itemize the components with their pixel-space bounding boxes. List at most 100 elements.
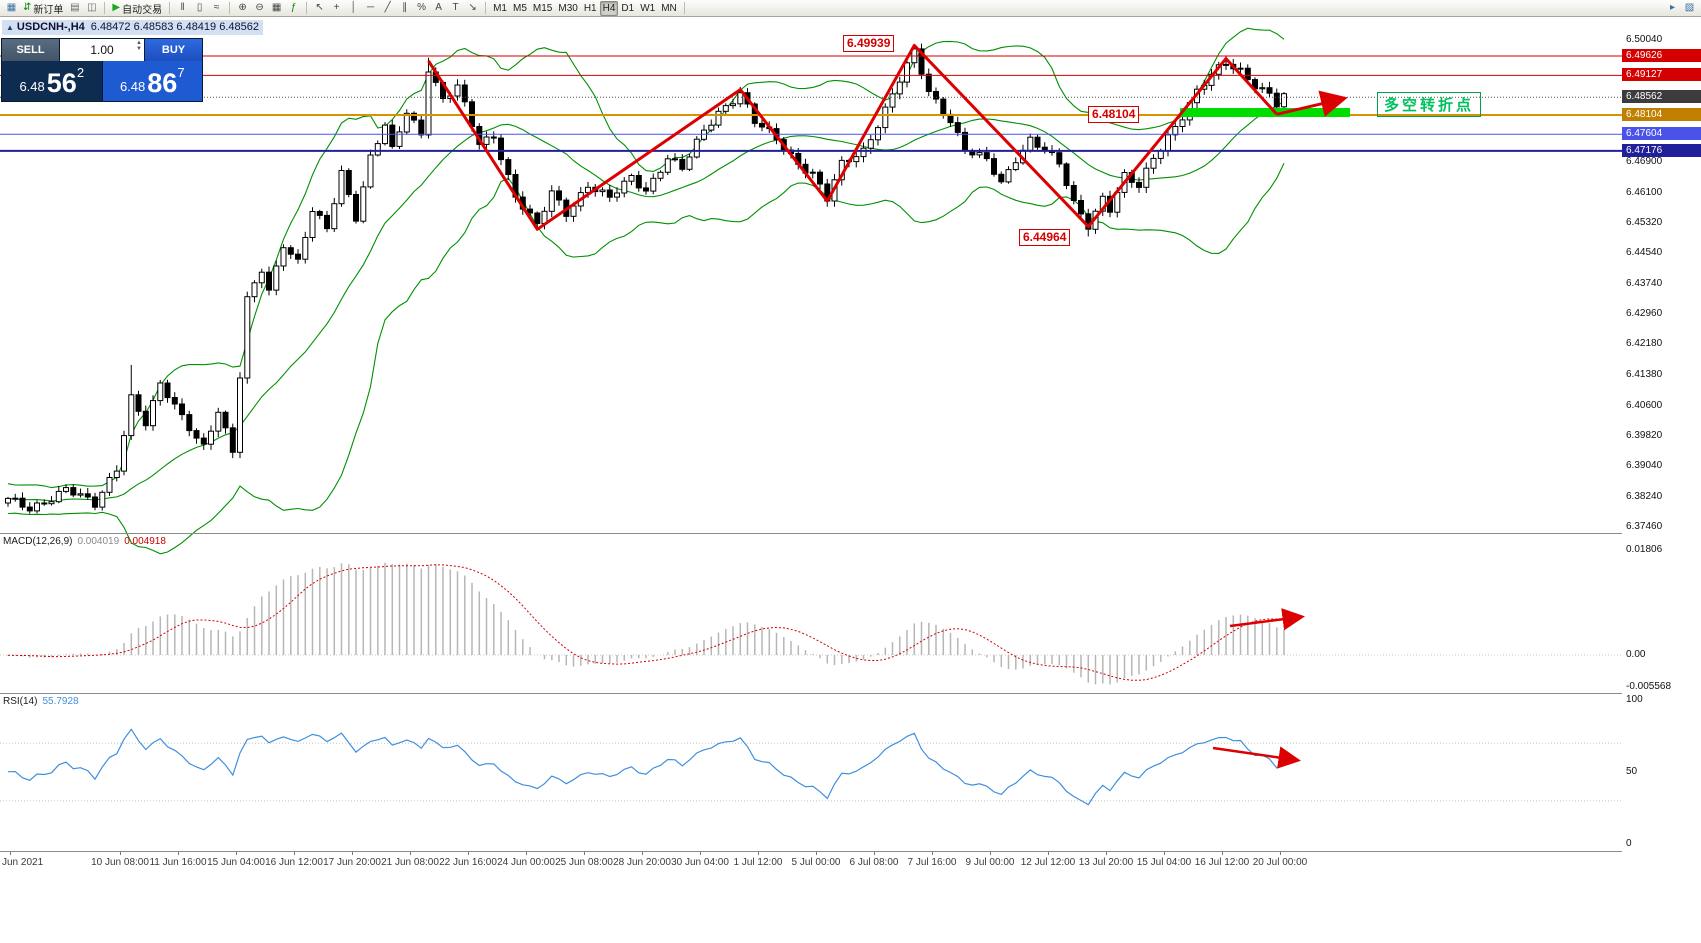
toolbar-group-chart-type: ‖ ▯ ≈ (174, 1, 225, 16)
profiles-button[interactable]: ▤ (66, 1, 83, 16)
horizontal-line-icon-glyph: ─ (367, 2, 375, 13)
tf-d1[interactable]: D1 (618, 1, 637, 16)
time-axis[interactable]: Jun 2021 10 Jun 08:00 11 Jun 16:00 15 Jun 0… (0, 852, 1701, 875)
tf-mn[interactable]: MN (658, 1, 680, 16)
text-label-icon[interactable]: T (447, 1, 464, 16)
tf-w1[interactable]: W1 (637, 1, 658, 16)
dock-icon-glyph: ▨ (1684, 2, 1695, 13)
macd-indicator-label: MACD(12,26,9) 0.004019 0.004918 (3, 536, 166, 547)
time-tick (642, 852, 643, 855)
vertical-line-icon[interactable]: │ (345, 1, 362, 16)
price-scale-label: 6.45320 (1626, 216, 1663, 228)
indicators-icon[interactable]: ƒ (285, 1, 302, 16)
chart-shift-icon-glyph: ▸ (1669, 2, 1676, 13)
price-direction-arrow[interactable] (1276, 90, 1348, 117)
panel-dividers[interactable] (0, 17, 1701, 852)
ask-price-button[interactable]: 6.48 86 7 (102, 61, 202, 101)
zoom-in-icon-glyph: ⊕ (238, 2, 247, 13)
trendline-icon[interactable]: ╱ (379, 1, 396, 16)
crosshair-icon[interactable]: + (328, 1, 345, 16)
time-label: 9 Jul 00:00 (965, 857, 1015, 868)
cursor-icon[interactable]: ↖ (311, 1, 328, 16)
channel-icon-glyph: ∥ (402, 2, 408, 13)
collapse-trade-panel-icon[interactable]: ▲ (6, 23, 14, 32)
price-scale[interactable]: 6.50040 6.46900 6.46100 6.45320 6.44540 6.437… (1622, 17, 1701, 852)
time-label: 24 Jun 00:00 (497, 857, 555, 868)
tf-w1-label: W1 (640, 2, 656, 14)
fibonacci-icon[interactable]: % (413, 1, 430, 16)
bid-price-button[interactable]: 6.48 56 2 (2, 61, 103, 101)
swing-low-price-label: 6.44964 (1019, 229, 1071, 246)
candlestick-chart-icon[interactable]: ▯ (191, 1, 208, 16)
price-scale-label: 6.41380 (1626, 369, 1663, 381)
tf-m15[interactable]: M15 (530, 1, 555, 16)
toolbar-separator (104, 2, 106, 14)
time-label: 16 Jul 12:00 (1194, 857, 1250, 868)
trend-zigzag-line[interactable] (427, 43, 1278, 231)
zoom-out-icon-glyph: ⊖ (255, 2, 264, 13)
time-label: 16 Jun 12:00 (265, 857, 323, 868)
toolbar-separator (169, 2, 171, 14)
dock-icon[interactable]: ▨ (1681, 1, 1698, 16)
bid-main: 6.48 (19, 79, 45, 94)
sell-button[interactable]: SELL (2, 39, 60, 61)
line-chart-icon[interactable]: ≈ (208, 1, 225, 16)
volume-stepper[interactable]: 1.00 ▲ ▼ (60, 39, 144, 61)
new-order-button[interactable]: ⇵ 新订单 (20, 1, 66, 16)
time-label: 15 Jun 04:00 (207, 857, 265, 868)
zoom-out-icon[interactable]: ⊖ (251, 1, 268, 16)
chart-canvas[interactable] (0, 0, 1701, 875)
time-label: 12 Jul 12:00 (1020, 857, 1076, 868)
text-label-icon-glyph: T (452, 2, 459, 13)
bar-chart-icon[interactable]: ‖ (174, 1, 191, 16)
arrows-icon[interactable]: ↘ (464, 1, 481, 16)
tf-h4-label: H4 (602, 2, 616, 14)
time-tick (1222, 852, 1223, 855)
rsi-value: 55.7928 (42, 696, 79, 707)
time-label: 6 Jul 08:00 (849, 857, 899, 868)
tf-h1-label: H1 (583, 2, 597, 14)
channel-icon[interactable]: ∥ (396, 1, 413, 16)
tf-m1[interactable]: M1 (490, 1, 510, 16)
autotrading-button-glyph: ▶ (112, 2, 121, 13)
zoom-in-icon[interactable]: ⊕ (234, 1, 251, 16)
cursor-icon-glyph: ↖ (315, 2, 324, 13)
toolbar-group-zoom: ⊕ ⊖ ▦ ƒ (234, 1, 302, 16)
time-tick (178, 852, 179, 855)
time-tick (932, 852, 933, 855)
time-label: 22 Jun 16:00 (439, 857, 497, 868)
time-tick (120, 852, 121, 855)
new-chart-button[interactable]: ▦ (3, 1, 20, 16)
tile-windows-icon[interactable]: ▦ (268, 1, 285, 16)
line-chart-icon-glyph: ≈ (213, 2, 220, 13)
chart-shift-icon[interactable]: ▸ (1664, 1, 1681, 16)
toolbar-group-file: ▦ ⇵ 新订单 ▤ ◫ (3, 1, 100, 16)
horizontal-line-icon[interactable]: ─ (362, 1, 379, 16)
time-tick (526, 852, 527, 855)
toolbar-group-right: ▸ ▨ (1664, 1, 1698, 16)
time-tick (584, 852, 585, 855)
tf-h1[interactable]: H1 (581, 1, 600, 16)
macd-direction-arrow[interactable] (1229, 608, 1305, 631)
price-scale-label: 6.37460 (1626, 521, 1663, 533)
window-layout-button[interactable]: ◫ (83, 1, 100, 16)
tf-h4[interactable]: H4 (599, 0, 619, 16)
tf-m30[interactable]: M30 (555, 1, 580, 16)
horizontal-lines[interactable] (0, 55, 1622, 152)
time-tick (1164, 852, 1165, 855)
tf-m5[interactable]: M5 (510, 1, 530, 16)
price-marker-6.49127: 6.49127 (1622, 68, 1701, 82)
price-scale-label: 6.44540 (1626, 246, 1663, 258)
text-icon[interactable]: A (430, 1, 447, 16)
volume-arrows-icon[interactable]: ▲ ▼ (136, 40, 142, 52)
autotrading-button[interactable]: ▶ 自动交易 (109, 1, 165, 16)
buy-button[interactable]: BUY (144, 39, 202, 61)
time-label: 7 Jul 16:00 (907, 857, 957, 868)
support-zone-band[interactable] (1180, 108, 1350, 117)
bid-pips: 56 (46, 68, 77, 98)
rsi-direction-arrow[interactable] (1212, 746, 1301, 769)
candlestick-chart-icon-glyph: ▯ (196, 2, 203, 13)
indicator-scale-label: -0.005568 (1626, 681, 1672, 692)
bid-point: 2 (76, 65, 85, 80)
macd-panel (0, 562, 1622, 685)
